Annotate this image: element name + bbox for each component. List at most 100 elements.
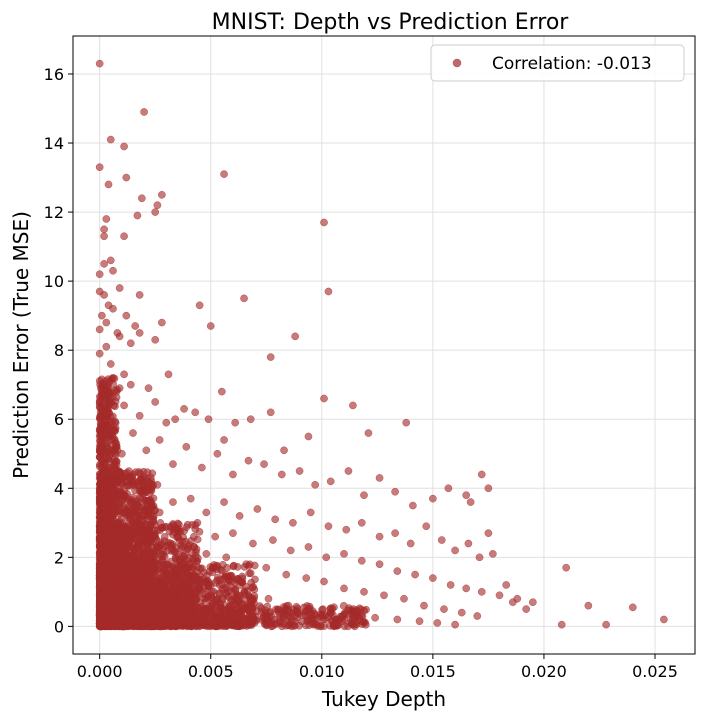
cluster-point: [225, 615, 234, 623]
data-points: [95, 59, 668, 631]
cluster-point: [156, 526, 164, 535]
cluster-point: [172, 556, 181, 564]
cluster-point: [169, 520, 177, 528]
cluster-point: [134, 478, 143, 487]
cluster-point: [102, 568, 111, 577]
cluster-point: [205, 621, 213, 630]
cluster-point: [298, 617, 306, 626]
chart-title: MNIST: Depth vs Prediction Error: [212, 10, 570, 35]
cluster-point: [250, 618, 259, 627]
cluster-point: [118, 494, 127, 503]
cluster-point: [235, 621, 244, 629]
cluster-point: [278, 619, 287, 628]
cluster-point: [226, 602, 234, 611]
cluster-point: [193, 622, 201, 630]
cluster-point: [198, 564, 206, 573]
cluster-point: [330, 621, 338, 629]
cluster-point: [160, 533, 169, 541]
cluster-point: [212, 565, 221, 574]
cluster-point: [143, 539, 152, 547]
cluster-point: [120, 486, 128, 495]
cluster-point: [123, 564, 132, 573]
cluster-point: [96, 582, 104, 591]
cluster-point: [182, 567, 191, 576]
cluster-point: [155, 546, 163, 554]
cluster-point: [134, 468, 143, 476]
cluster-point: [132, 581, 141, 590]
cluster-point: [162, 522, 170, 531]
cluster-point: [249, 583, 258, 591]
cluster-point: [193, 535, 202, 544]
cluster-point: [344, 606, 352, 615]
cluster-point: [112, 560, 121, 569]
cluster-point: [121, 581, 129, 589]
cluster-point: [157, 552, 166, 561]
cluster-point: [106, 553, 115, 561]
cluster-point: [182, 523, 191, 532]
cluster-point: [126, 510, 135, 519]
cluster-point: [111, 439, 119, 447]
cluster-point: [107, 450, 116, 458]
cluster-point: [251, 575, 259, 584]
cluster-point: [101, 576, 109, 584]
cluster-point: [307, 615, 315, 623]
cluster-point: [216, 617, 225, 626]
cluster-point: [188, 549, 197, 558]
cluster-point: [163, 546, 172, 555]
cluster-point: [195, 575, 204, 584]
cluster-point: [135, 545, 143, 553]
cluster-point: [138, 575, 146, 583]
cluster-point: [236, 591, 244, 600]
cluster-point: [236, 577, 245, 586]
cluster-point: [106, 457, 114, 465]
cluster-point: [132, 571, 140, 579]
cluster-point: [109, 412, 117, 421]
cluster-point: [193, 557, 201, 566]
cluster-point: [171, 548, 180, 556]
cluster-point: [115, 553, 124, 561]
cluster-point: [112, 457, 121, 466]
cluster-point: [146, 552, 155, 561]
cluster-point: [344, 622, 352, 631]
cluster-point: [136, 519, 144, 528]
cluster-point: [108, 582, 116, 591]
cluster-point: [100, 479, 108, 487]
cluster-point: [185, 585, 193, 593]
cluster-point: [96, 419, 105, 428]
cluster-point: [229, 562, 238, 571]
cluster-point: [166, 577, 174, 585]
cluster-point: [243, 617, 252, 626]
cluster-point: [360, 618, 368, 626]
cluster-point: [97, 555, 106, 564]
cluster-point: [126, 542, 135, 551]
cluster-point: [107, 398, 116, 407]
cluster-point: [357, 605, 365, 614]
cluster-point: [97, 606, 106, 615]
cluster-point: [196, 609, 204, 618]
cluster-point: [104, 520, 113, 529]
cluster-point: [223, 621, 232, 630]
cluster-point: [176, 562, 185, 570]
cluster-point: [192, 596, 201, 604]
cluster-point: [160, 566, 169, 575]
cluster-point: [99, 405, 107, 414]
cluster-point: [127, 532, 136, 541]
cluster-point: [111, 527, 120, 536]
cluster-point: [293, 607, 302, 616]
cluster-point: [305, 621, 313, 630]
cluster-point: [143, 499, 152, 508]
cluster-point: [246, 569, 255, 578]
cluster-point: [285, 608, 294, 616]
cluster-point: [137, 503, 145, 512]
cluster-point: [116, 572, 124, 581]
cluster-point: [143, 468, 152, 477]
cluster-point: [272, 605, 280, 614]
cluster-point: [193, 586, 201, 595]
cluster-point: [145, 527, 154, 535]
cluster-point: [220, 607, 228, 615]
cluster-point: [279, 609, 288, 617]
cluster-point: [233, 609, 242, 618]
cluster-point: [178, 538, 187, 546]
cluster-point: [225, 576, 233, 585]
